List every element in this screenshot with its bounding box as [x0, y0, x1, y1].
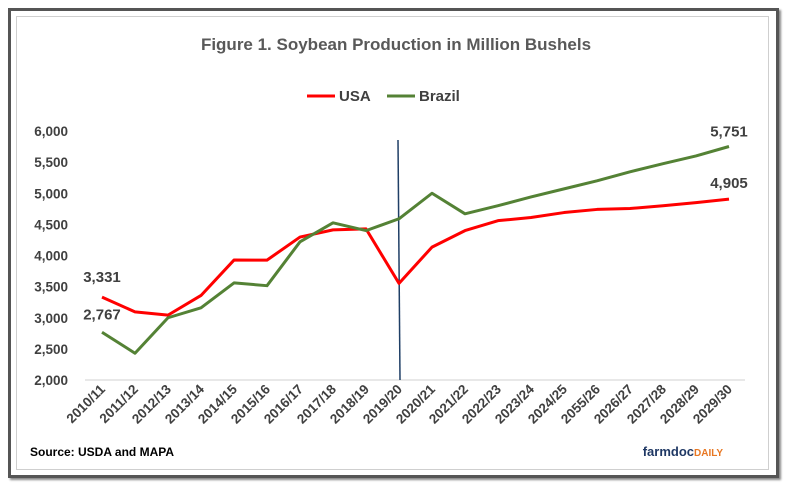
y-tick-label: 3,000	[34, 311, 68, 326]
source-note: Source: USDA and MAPA	[30, 445, 174, 459]
projection-divider-line	[397, 139, 401, 381]
chart-frame	[8, 8, 779, 478]
y-tick-label: 3,500	[34, 280, 68, 295]
y-tick-label: 2,000	[34, 373, 68, 388]
y-tick-label: 4,500	[34, 217, 68, 232]
y-tick-label: 4,000	[34, 249, 68, 264]
series-line-brazil	[101, 145, 730, 355]
logo-part2: DAILY	[694, 448, 723, 459]
data-label-brazil-last: 5,751	[710, 124, 748, 141]
data-label-usa-first: 3,331	[83, 269, 121, 286]
legend-brazil-label: Brazil	[419, 88, 460, 105]
y-tick-label: 6,000	[34, 124, 68, 139]
legend: USA Brazil	[307, 88, 460, 105]
series-line-usa	[101, 197, 730, 317]
y-tick-label: 5,500	[34, 155, 68, 170]
logo-part1: farmdoc	[643, 444, 694, 459]
farmdoc-logo: farmdoc DAILY	[643, 444, 724, 459]
chart-area	[16, 16, 769, 470]
y-tick-label: 2,500	[34, 342, 68, 357]
chart-title: Figure 1. Soybean Production in Million …	[201, 35, 591, 54]
legend-usa-label: USA	[339, 88, 371, 105]
data-label-brazil-first: 2,767	[83, 306, 121, 323]
data-label-usa-last: 4,905	[710, 175, 748, 192]
y-tick-label: 5,000	[34, 186, 68, 201]
